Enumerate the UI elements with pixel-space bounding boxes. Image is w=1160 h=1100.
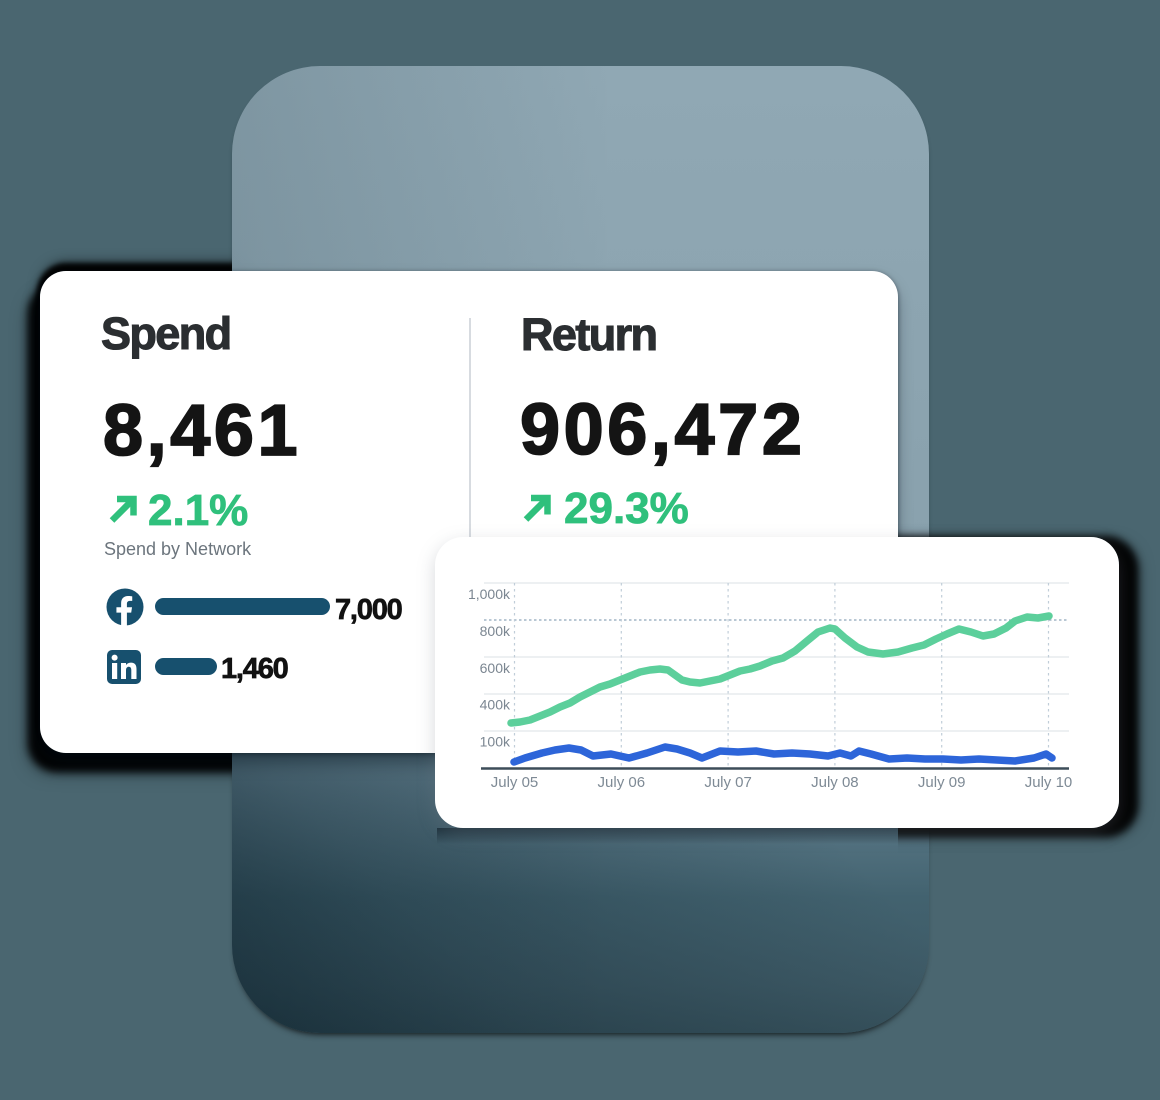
svg-text:July 09: July 09 — [918, 774, 966, 791]
svg-text:July 07: July 07 — [704, 774, 752, 791]
svg-text:July 06: July 06 — [598, 774, 646, 791]
svg-text:July 10: July 10 — [1025, 774, 1073, 791]
svg-text:400k: 400k — [480, 697, 511, 713]
svg-text:100k: 100k — [480, 734, 511, 750]
svg-text:800k: 800k — [480, 623, 511, 639]
svg-text:July 08: July 08 — [811, 774, 859, 791]
svg-text:600k: 600k — [480, 660, 511, 676]
svg-text:1,000k: 1,000k — [468, 586, 511, 602]
svg-text:July 05: July 05 — [491, 774, 539, 791]
